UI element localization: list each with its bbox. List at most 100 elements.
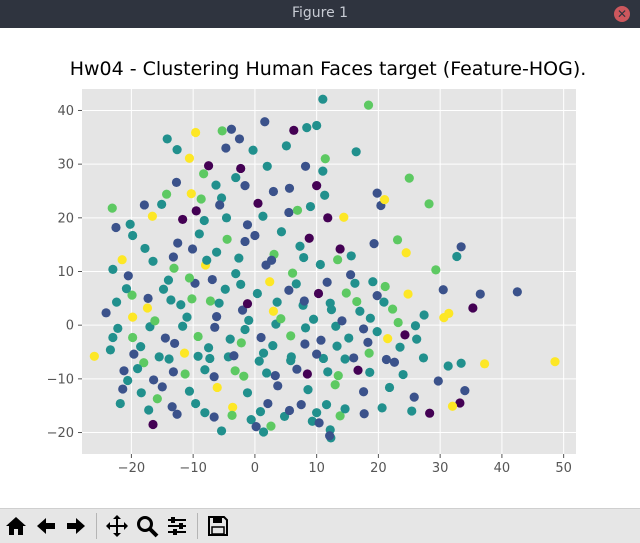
scatter-point	[171, 177, 182, 187]
scatter-point	[119, 366, 129, 376]
close-icon: ✕	[616, 7, 628, 21]
scatter-point	[312, 408, 322, 418]
scatter-point	[395, 342, 405, 352]
forward-button[interactable]	[63, 513, 89, 539]
scatter-point	[242, 299, 253, 309]
y-tick-label: −20	[47, 426, 74, 441]
scatter-point	[123, 375, 133, 386]
scatter-point	[199, 215, 209, 226]
scatter-point	[161, 189, 172, 199]
scatter-point	[418, 353, 429, 363]
scatter-point	[236, 279, 246, 289]
scatter-point	[318, 353, 329, 364]
scatter-point	[355, 306, 365, 316]
scatter-point	[203, 343, 214, 353]
scatter-point	[265, 277, 275, 287]
scatter-point	[105, 345, 116, 355]
scatter-point	[333, 371, 343, 381]
toolbar-separator	[197, 513, 198, 539]
window-titlebar: Figure 1 ✕	[0, 0, 640, 28]
scatter-point	[128, 332, 138, 343]
scatter-point	[304, 233, 314, 243]
scatter-point	[127, 290, 137, 300]
scatter-point	[148, 256, 158, 266]
scatter-point	[300, 323, 311, 333]
scatter-point	[230, 366, 240, 376]
scatter-point	[284, 183, 295, 193]
scatter-point	[410, 321, 421, 331]
scatter-point	[431, 265, 441, 275]
scatter-point	[258, 348, 269, 358]
y-tick-label: 0	[66, 319, 74, 334]
scatter-point	[335, 244, 345, 254]
scatter-point	[339, 212, 349, 222]
scatter-point	[202, 255, 212, 265]
scatter-point	[172, 409, 182, 419]
zoom-icon	[137, 516, 159, 538]
scatter-point	[323, 367, 333, 377]
zoom-button[interactable]	[134, 513, 160, 539]
scatter-point	[409, 392, 419, 402]
chart-title: Hw04 - Clustering Human Faces target (Fe…	[69, 58, 587, 80]
scatter-point	[400, 330, 410, 340]
scatter-point	[205, 296, 216, 306]
scatter-point	[179, 348, 190, 358]
scatter-point	[255, 406, 266, 417]
window-title: Figure 1	[291, 5, 349, 21]
scatter-point	[229, 351, 239, 361]
scatter-point	[315, 259, 325, 270]
close-window-button[interactable]: ✕	[614, 6, 630, 22]
scatter-point	[191, 398, 201, 409]
scatter-point	[214, 298, 224, 308]
scatter-point	[379, 194, 390, 205]
scatter-point	[346, 270, 356, 280]
scatter-point	[447, 401, 458, 411]
scatter-point	[176, 300, 186, 310]
scatter-point	[321, 400, 332, 410]
scatter-point	[358, 387, 369, 397]
save-button[interactable]	[205, 513, 231, 539]
scatter-point	[180, 369, 190, 379]
scatter-point	[352, 296, 362, 307]
scatter-point	[216, 193, 227, 203]
scatter-point	[184, 153, 195, 163]
scatter-point	[438, 285, 448, 295]
scatter-point	[452, 251, 462, 262]
scatter-point	[331, 321, 341, 331]
scatter-point	[203, 161, 214, 171]
scatter-point	[268, 340, 278, 351]
scatter-point	[456, 242, 466, 252]
scatter-point	[178, 214, 188, 225]
scatter-point	[242, 220, 253, 230]
back-button[interactable]	[33, 513, 59, 539]
scatter-point	[250, 230, 260, 241]
scatter-point	[266, 255, 277, 265]
scatter-point	[312, 349, 322, 359]
scatter-point	[284, 207, 294, 218]
scatter-point	[268, 306, 279, 316]
scatter-point	[205, 353, 215, 364]
scatter-point	[170, 338, 180, 349]
home-button[interactable]	[3, 513, 29, 539]
scatter-point	[291, 279, 301, 289]
configure-subplots-button[interactable]	[164, 513, 190, 539]
scatter-point	[251, 422, 261, 432]
scatter-point	[284, 405, 295, 416]
scatter-point	[194, 229, 204, 239]
x-tick-label: 30	[432, 461, 449, 476]
scatter-point	[123, 271, 133, 281]
scatter-point	[221, 213, 232, 223]
scatter-point	[212, 382, 222, 393]
scatter-point	[252, 288, 262, 299]
scatter-point	[240, 324, 250, 335]
y-tick-label: 40	[57, 104, 74, 119]
scatter-point	[312, 181, 322, 191]
scatter-point	[403, 289, 413, 299]
pan-button[interactable]	[104, 513, 130, 539]
scatter-point	[193, 331, 203, 342]
scatter-point	[240, 236, 250, 247]
scatter-point	[401, 248, 411, 258]
scatter-point	[172, 145, 182, 155]
scatter-point	[121, 284, 132, 294]
scatter-point	[231, 269, 241, 279]
